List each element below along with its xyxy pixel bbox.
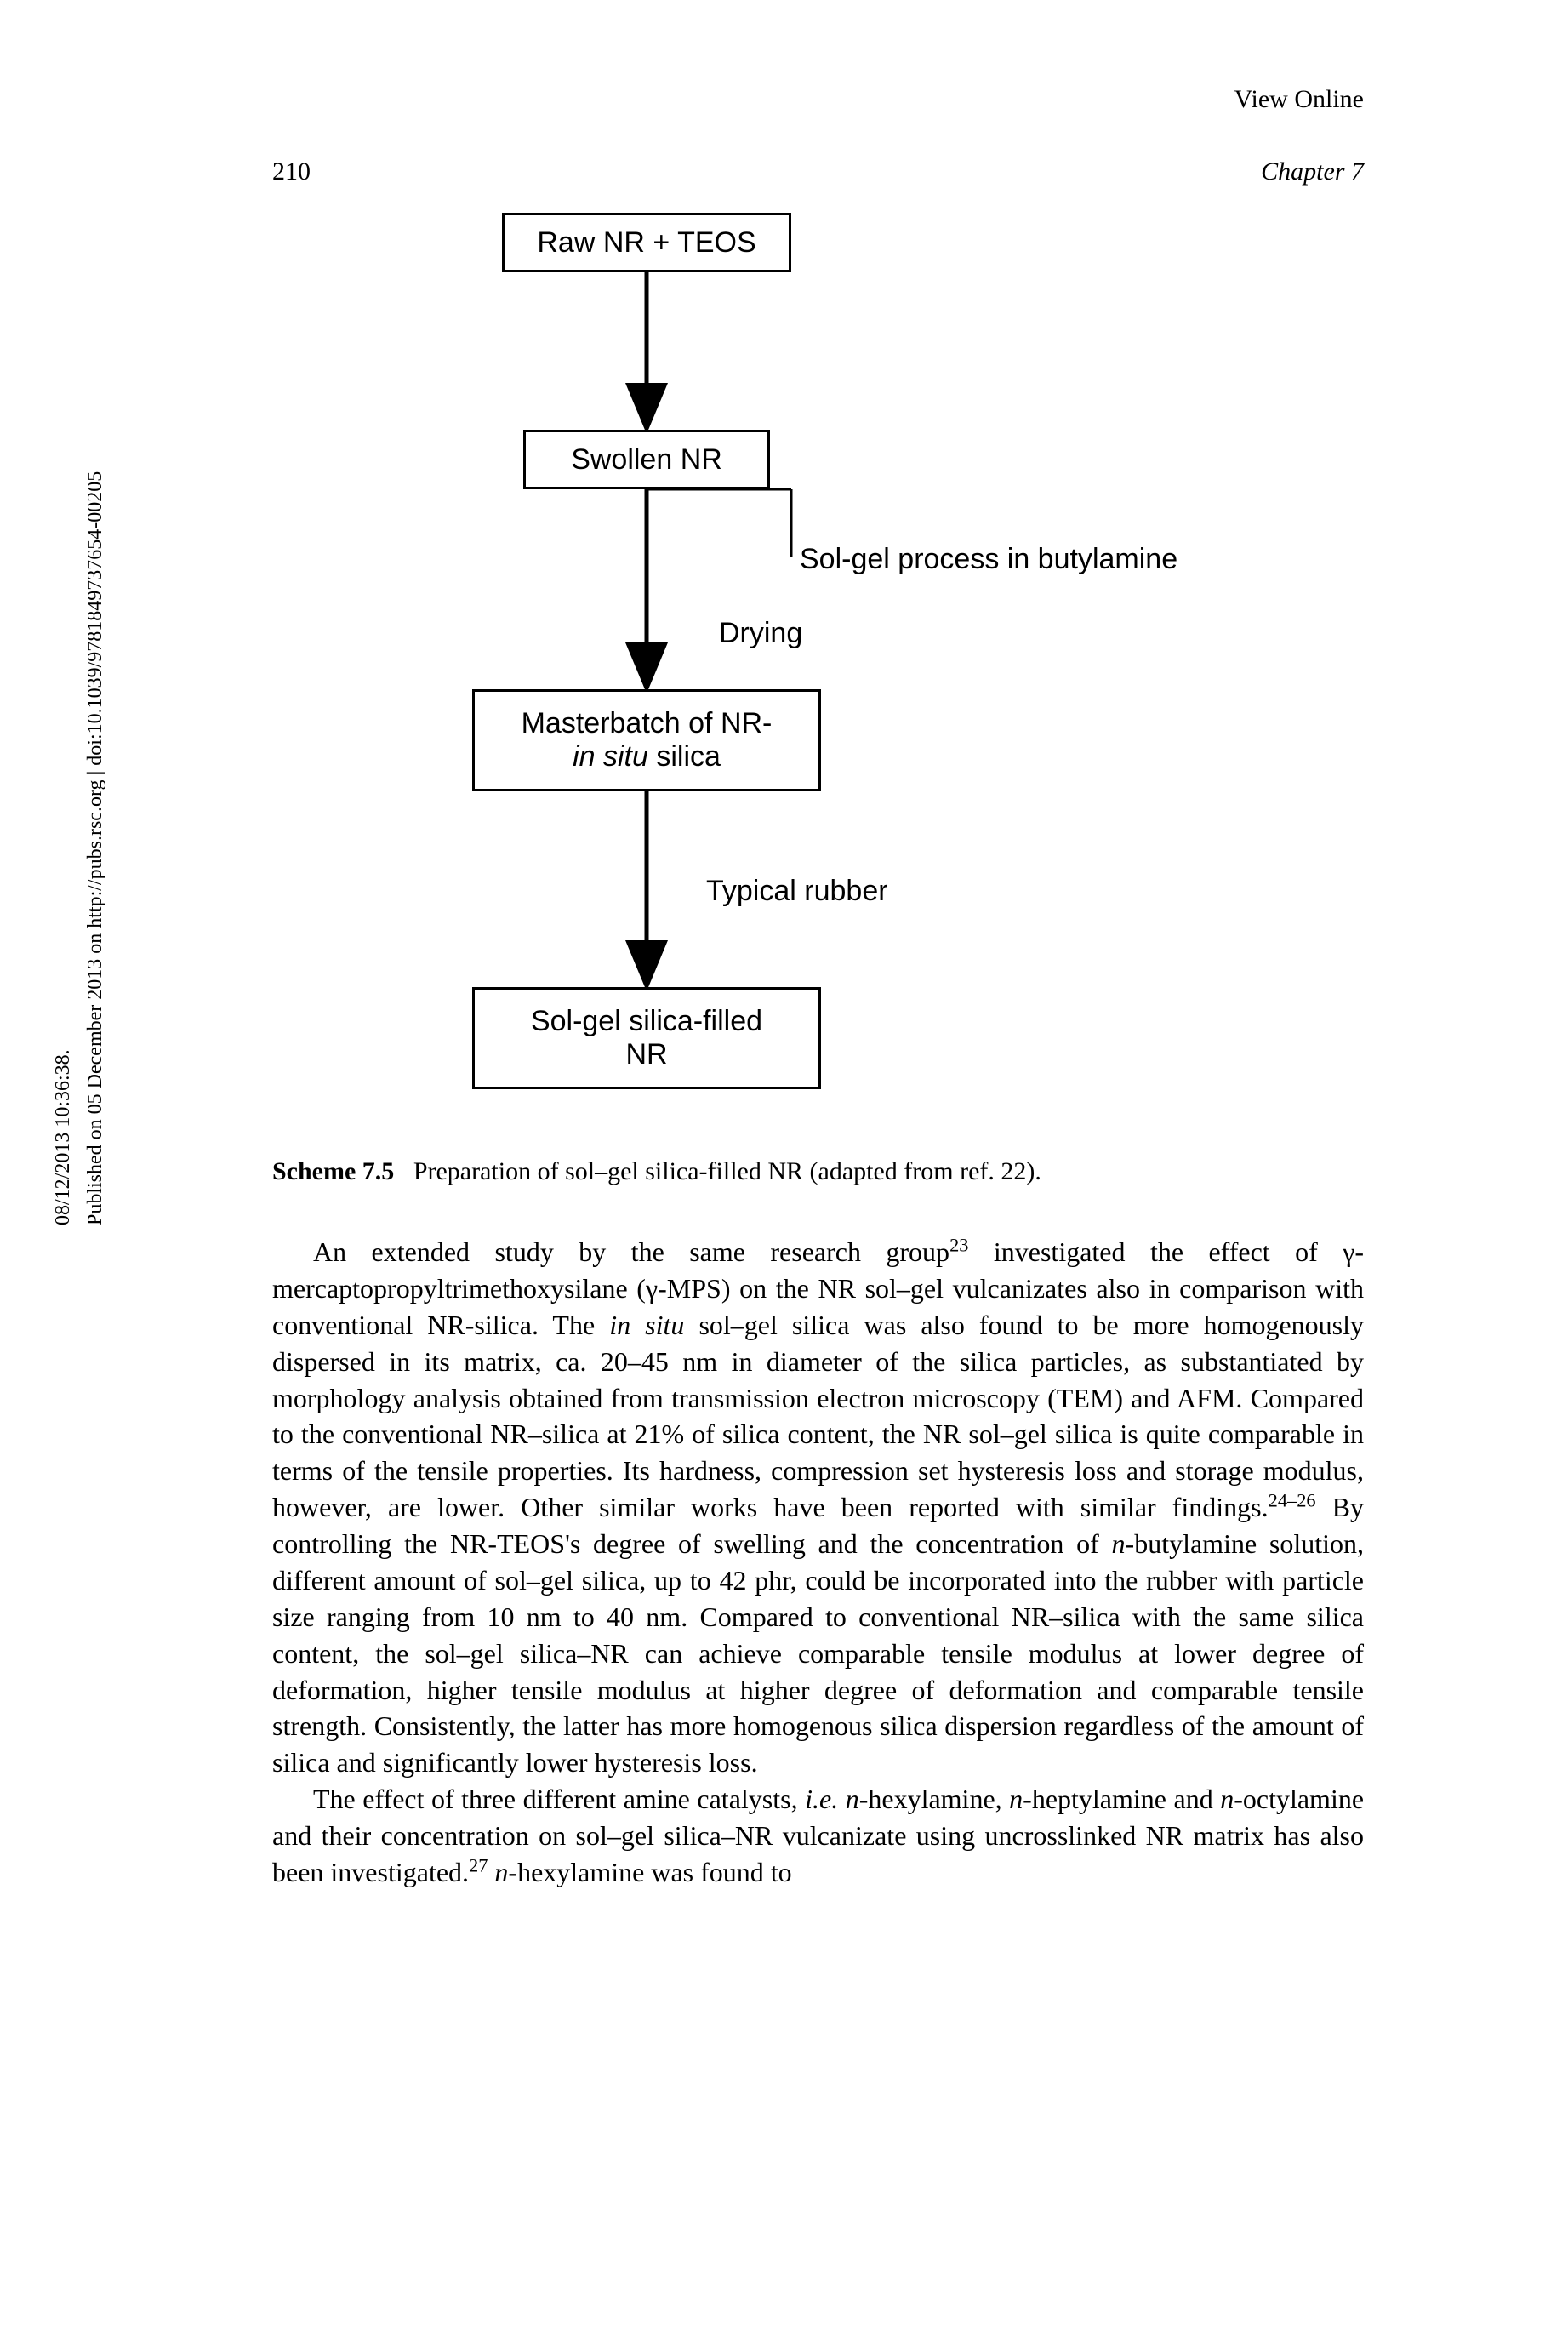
sidebar-publication: Published on 05 December 2013 on http://… bbox=[79, 471, 111, 1225]
page-number: 210 bbox=[272, 157, 311, 186]
scheme-caption: Scheme 7.5 Preparation of sol–gel silica… bbox=[272, 1157, 1364, 1186]
italic-text: n bbox=[1112, 1528, 1126, 1559]
italic-text: i.e. n bbox=[805, 1784, 859, 1814]
gamma: γ bbox=[1343, 1236, 1354, 1267]
flow-box-text: Swollen NR bbox=[571, 443, 722, 477]
flow-box-line1: Masterbatch of NR- bbox=[522, 707, 773, 740]
superscript-ref: 24–26 bbox=[1269, 1489, 1316, 1510]
flow-label-typical: Typical rubber bbox=[706, 875, 888, 908]
paragraph-2: The effect of three different amine cata… bbox=[272, 1781, 1364, 1891]
sidebar-citation: 08/12/2013 10:36:38. Published on 05 Dec… bbox=[47, 471, 112, 1225]
italic-text: n bbox=[1220, 1784, 1234, 1814]
scheme-text: Preparation of sol–gel silica-filled NR … bbox=[413, 1157, 1041, 1185]
flow-label-solgel: Sol-gel process in butylamine bbox=[800, 543, 1177, 576]
text: An extended study by the same research g… bbox=[313, 1236, 949, 1267]
page: View Online 210 Chapter 7 08/12/2013 10:… bbox=[0, 0, 1568, 2352]
flow-box-text: Raw NR + TEOS bbox=[537, 226, 755, 260]
flowchart: Raw NR + TEOS Swollen NR Sol-gel process… bbox=[425, 213, 1293, 1115]
flow-box-suffix: silica bbox=[648, 740, 721, 773]
flow-box-italic: in situ bbox=[573, 740, 648, 773]
body-text: An extended study by the same research g… bbox=[272, 1234, 1364, 1891]
flow-box-swollen-nr: Swollen NR bbox=[523, 430, 770, 489]
italic-text: n bbox=[494, 1857, 508, 1887]
superscript-ref: 27 bbox=[469, 1854, 488, 1875]
flow-box-masterbatch: Masterbatch of NR- in situ silica bbox=[472, 689, 821, 791]
scheme-label: Scheme 7.5 bbox=[272, 1157, 394, 1185]
text: -hexylamine was found to bbox=[508, 1857, 791, 1887]
superscript-ref: 23 bbox=[949, 1234, 968, 1255]
flow-box-raw-nr-teos: Raw NR + TEOS bbox=[502, 213, 791, 272]
italic-text: n bbox=[1009, 1784, 1023, 1814]
sidebar-date: 08/12/2013 10:36:38. bbox=[47, 471, 79, 1225]
text: investigated the effect of bbox=[968, 1236, 1343, 1267]
paragraph-1: An extended study by the same research g… bbox=[272, 1234, 1364, 1781]
chapter-label: Chapter 7 bbox=[1261, 157, 1364, 186]
text: -butylamine solution, different amount o… bbox=[272, 1528, 1364, 1778]
view-online-link[interactable]: View Online bbox=[1234, 85, 1364, 114]
flow-box-line2: in situ silica bbox=[573, 740, 721, 774]
flow-box-line1: Sol-gel silica-filled bbox=[531, 1005, 762, 1038]
flow-box-solgel-filled: Sol-gel silica-filled NR bbox=[472, 987, 821, 1089]
gamma: γ bbox=[646, 1273, 658, 1304]
text: -hexylamine, bbox=[859, 1784, 1009, 1814]
flowchart-arrows bbox=[425, 213, 1293, 1115]
flow-label-drying: Drying bbox=[719, 617, 802, 650]
text: sol–gel silica was also found to be more… bbox=[272, 1310, 1364, 1522]
italic-text: in situ bbox=[609, 1310, 684, 1340]
text: -heptylamine and bbox=[1023, 1784, 1220, 1814]
flow-box-line2: NR bbox=[625, 1038, 667, 1071]
text: The effect of three different amine cata… bbox=[313, 1784, 805, 1814]
page-header: 210 Chapter 7 bbox=[272, 157, 1364, 186]
